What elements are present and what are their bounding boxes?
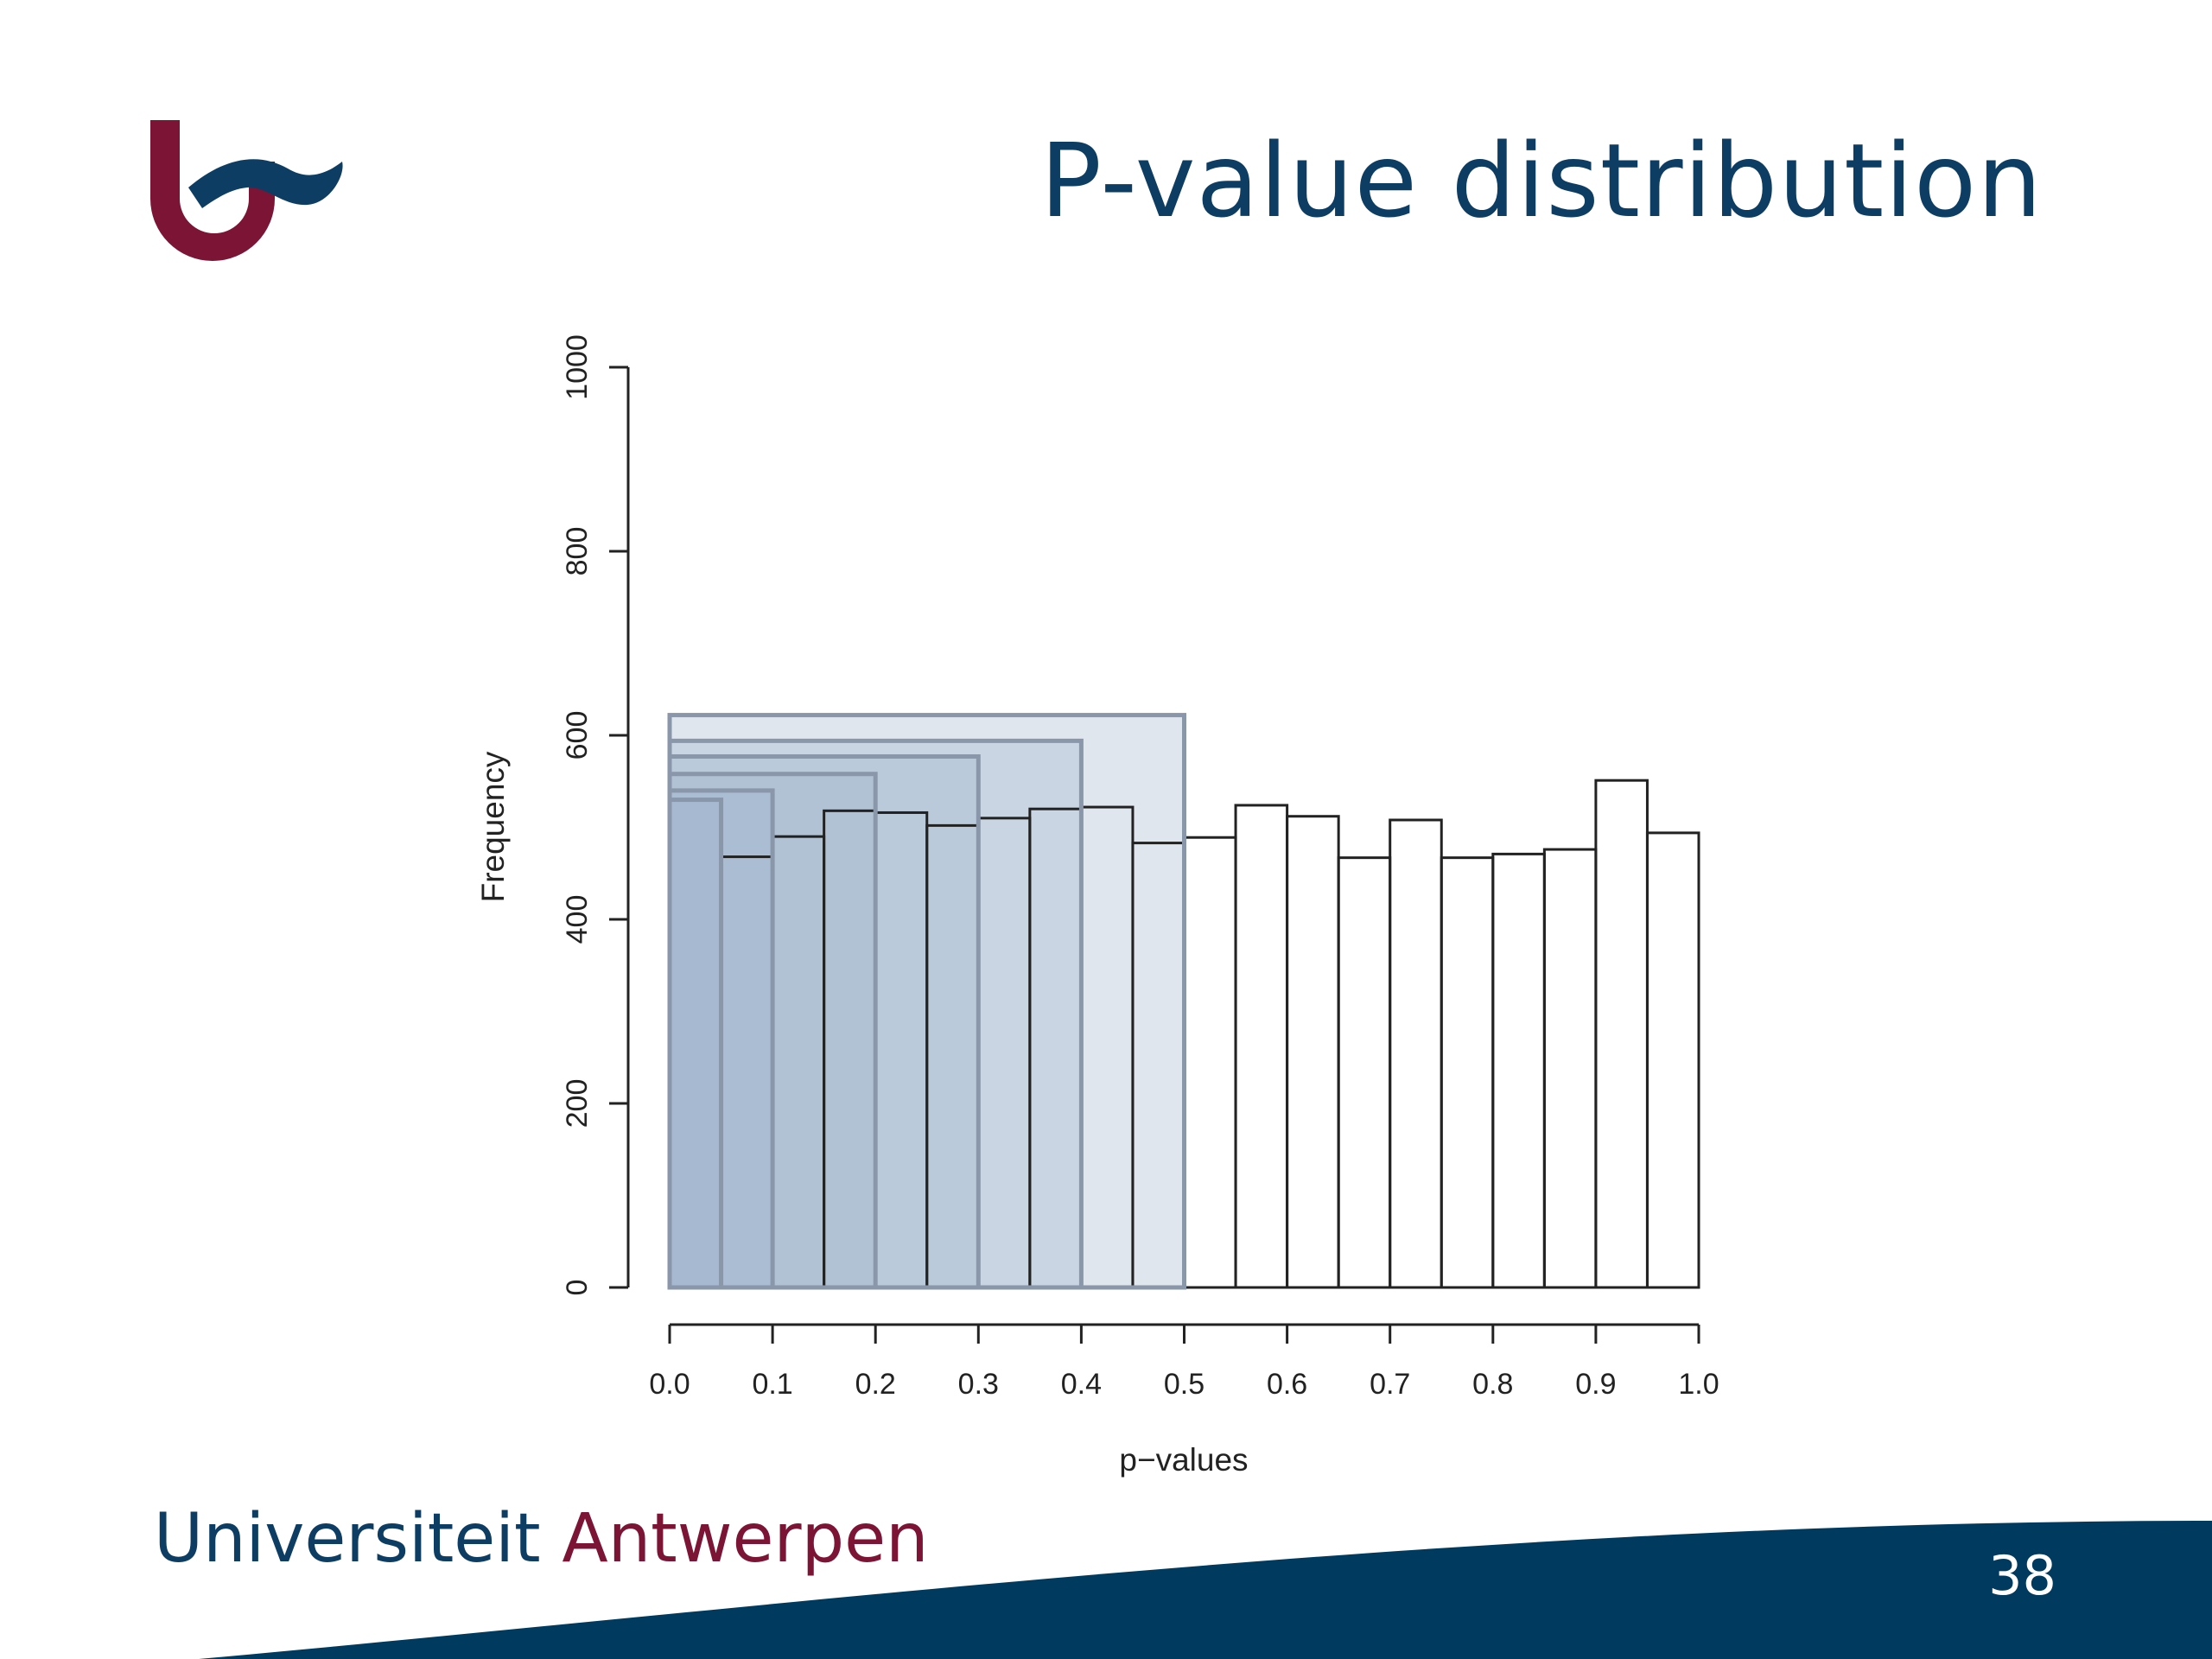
y-tick-label: 1000	[561, 334, 594, 400]
y-tick-label: 0	[561, 1280, 594, 1296]
histogram-bar	[1389, 818, 1443, 1289]
highlight-outlines	[667, 713, 1186, 1290]
histogram-bar	[1183, 836, 1237, 1289]
x-tick-label: 0.8	[1472, 1368, 1513, 1401]
x-tick-label: 0.1	[752, 1368, 792, 1401]
y-axis: 0 200 400 600 800 1000	[561, 334, 630, 1296]
x-tick-label: 0.4	[1061, 1368, 1102, 1401]
y-tick-label: 600	[561, 711, 594, 760]
y-tick-label: 200	[561, 1079, 594, 1128]
y-axis-label: Frequency	[475, 751, 511, 902]
x-tick-label: 0.5	[1164, 1368, 1205, 1401]
highlight-region-6	[670, 799, 721, 1287]
histogram-bar	[1286, 815, 1340, 1289]
x-tick-label: 0.2	[855, 1368, 896, 1401]
y-tick-label: 400	[561, 895, 594, 944]
histogram-bar	[1594, 779, 1649, 1289]
page-number: 38	[1988, 1544, 2056, 1607]
footer-wave	[199, 1521, 2212, 1659]
x-tick-label: 1.0	[1678, 1368, 1719, 1401]
x-axis: 0.0 0.1 0.2 0.3 0.4 0.5 0.6 0.7 0.8 0.9 1.0	[649, 1323, 1719, 1401]
histogram-bar	[1234, 804, 1289, 1289]
x-tick-label: 0.7	[1370, 1368, 1410, 1401]
x-tick-label: 0.9	[1575, 1368, 1616, 1401]
university-antwerp-logo-icon	[150, 120, 343, 261]
x-axis-label: p−values	[1119, 1442, 1248, 1478]
histogram-bar	[1337, 856, 1392, 1289]
x-tick-label: 0.6	[1267, 1368, 1307, 1401]
brand-word-universiteit: Universiteit	[154, 1500, 541, 1578]
page-title: P-value distribution	[1039, 121, 2043, 240]
brand-word-antwerpen: Antwerpen	[562, 1500, 929, 1578]
highlight-outline-6	[667, 798, 724, 1290]
y-tick-label: 800	[561, 527, 594, 576]
x-tick-label: 0.0	[649, 1368, 690, 1401]
histogram-bar	[1491, 852, 1546, 1289]
histogram-bar	[1542, 848, 1598, 1289]
histogram-bar	[1440, 856, 1495, 1289]
x-tick-label: 0.3	[958, 1368, 999, 1401]
histogram-bar	[1645, 831, 1700, 1289]
university-brand: Universiteit Antwerpen	[154, 1505, 929, 1573]
